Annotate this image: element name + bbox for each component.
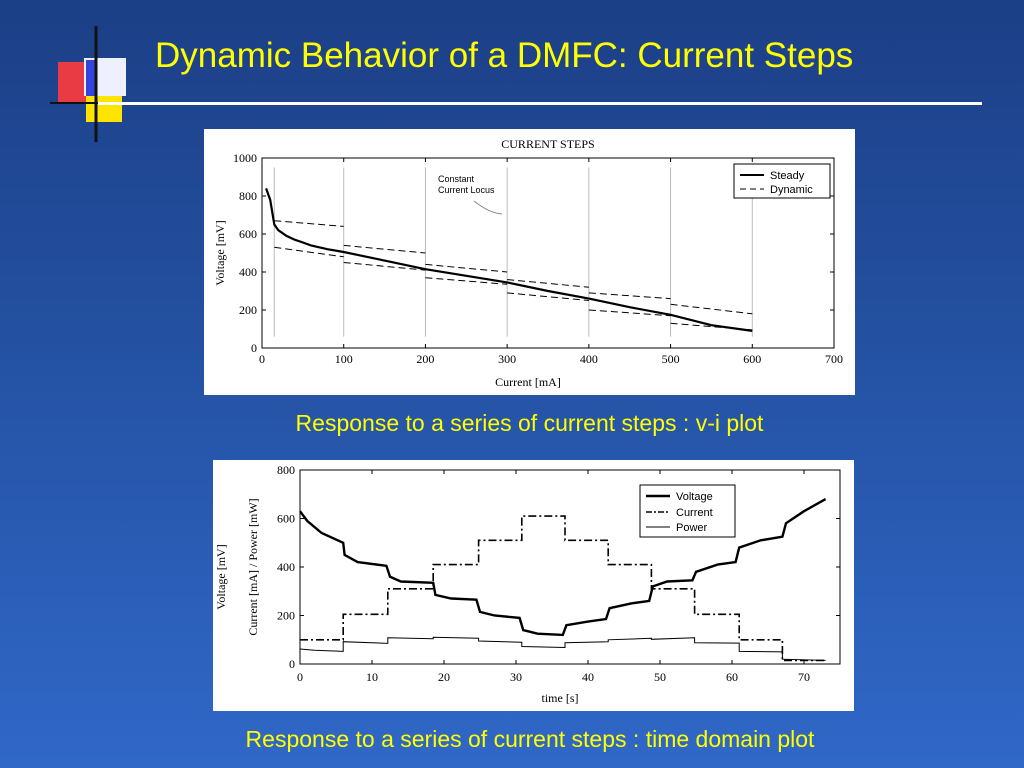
time-domain-plot: 0 10 20 30 40 50 60 70 0 200 400 600 800 time [s] Volt… [214,463,841,705]
y-tick-label: 600 [239,227,257,241]
time-plot-caption: Response to a series of current steps : … [245,726,815,752]
x-axis-label: Current [mA] [495,375,561,389]
x-tick-label: 100 [335,352,353,366]
legend-label-dynamic: Dynamic [770,184,813,196]
y-axis-label-current-power: Current [mA] / Power [mW] [246,498,260,635]
dynamic-segment [425,277,508,285]
annotation-line-2: Current Locus [438,185,495,195]
dynamic-segment [588,292,671,300]
dynamic-segment [588,309,671,317]
x-tick-label: 50 [654,670,666,684]
x-tick-label: 400 [580,352,598,366]
y-axis-label: Voltage [mV] [213,220,227,285]
dynamic-segment [274,220,344,227]
time-plot-panel: 0 10 20 30 40 50 60 70 0 200 400 600 800 time [s] Volt… [213,460,854,711]
y-tick-label: 0 [289,657,295,671]
y-tick-label: 800 [277,463,295,477]
dynamic-segment [343,244,426,254]
legend-label-power: Power [676,522,708,534]
chart-title: CURRENT STEPS [501,137,594,151]
y-tick-label: 200 [277,609,295,623]
x-tick-label: 600 [743,352,761,366]
plot-frame [299,469,841,665]
dynamic-segment [507,292,589,301]
dynamic-segment [343,262,426,271]
annotation-arrow [473,200,503,215]
x-tick-label: 40 [582,670,594,684]
annotation-line-1: Constant [438,174,475,184]
power-line [299,636,826,661]
y-tick-label: 600 [277,512,295,526]
steady-line [265,188,753,332]
y-tick-label: 200 [239,303,257,317]
x-tick-label: 30 [510,670,522,684]
x-tick-label: 0 [297,670,303,684]
legend-label-current: Current [676,507,713,519]
dynamic-segment [670,303,753,315]
title-underline [98,102,982,105]
vi-plot: CURRENT STEPS 0 100 200 300 400 500 600 700 0 200 4… [213,137,843,389]
legend-label-steady: Steady [770,170,805,182]
y-tick-label: 400 [239,265,257,279]
y-tick-label: 400 [277,560,295,574]
voltage-line [299,498,827,637]
deco-yellow-square [86,96,122,122]
y-tick-label: 1000 [233,151,257,165]
x-tick-label: 500 [662,352,680,366]
x-tick-label: 300 [498,352,516,366]
current-line [300,515,826,662]
dynamic-segment [507,279,589,288]
x-tick-label: 20 [438,670,450,684]
x-tick-label: 200 [416,352,434,366]
y-axis-label-voltage: Voltage [mV] [214,544,228,609]
legend-box [733,163,831,199]
slide-decoration [50,26,140,142]
x-tick-label: 700 [825,352,843,366]
legend-label-voltage: Voltage [676,491,713,503]
y-tick-label: 800 [239,189,257,203]
y-tick-label: 0 [251,341,257,355]
x-tick-label: 0 [259,352,265,366]
x-tick-label: 70 [798,670,810,684]
x-tick-label: 60 [726,670,738,684]
dynamic-segment [274,246,344,258]
slide-title: Dynamic Behavior of a DMFC: Current Step… [155,36,854,75]
plot-frame [261,157,835,349]
x-tick-label: 10 [366,670,378,684]
vi-plot-caption: Response to a series of current steps : … [295,410,764,436]
x-axis-label: time [s] [542,691,579,705]
vi-plot-panel: CURRENT STEPS 0 100 200 300 400 500 600 700 0 200 4… [204,129,855,395]
legend-box [639,484,736,538]
dynamic-segment [425,263,508,273]
deco-blue-bar [86,60,96,96]
